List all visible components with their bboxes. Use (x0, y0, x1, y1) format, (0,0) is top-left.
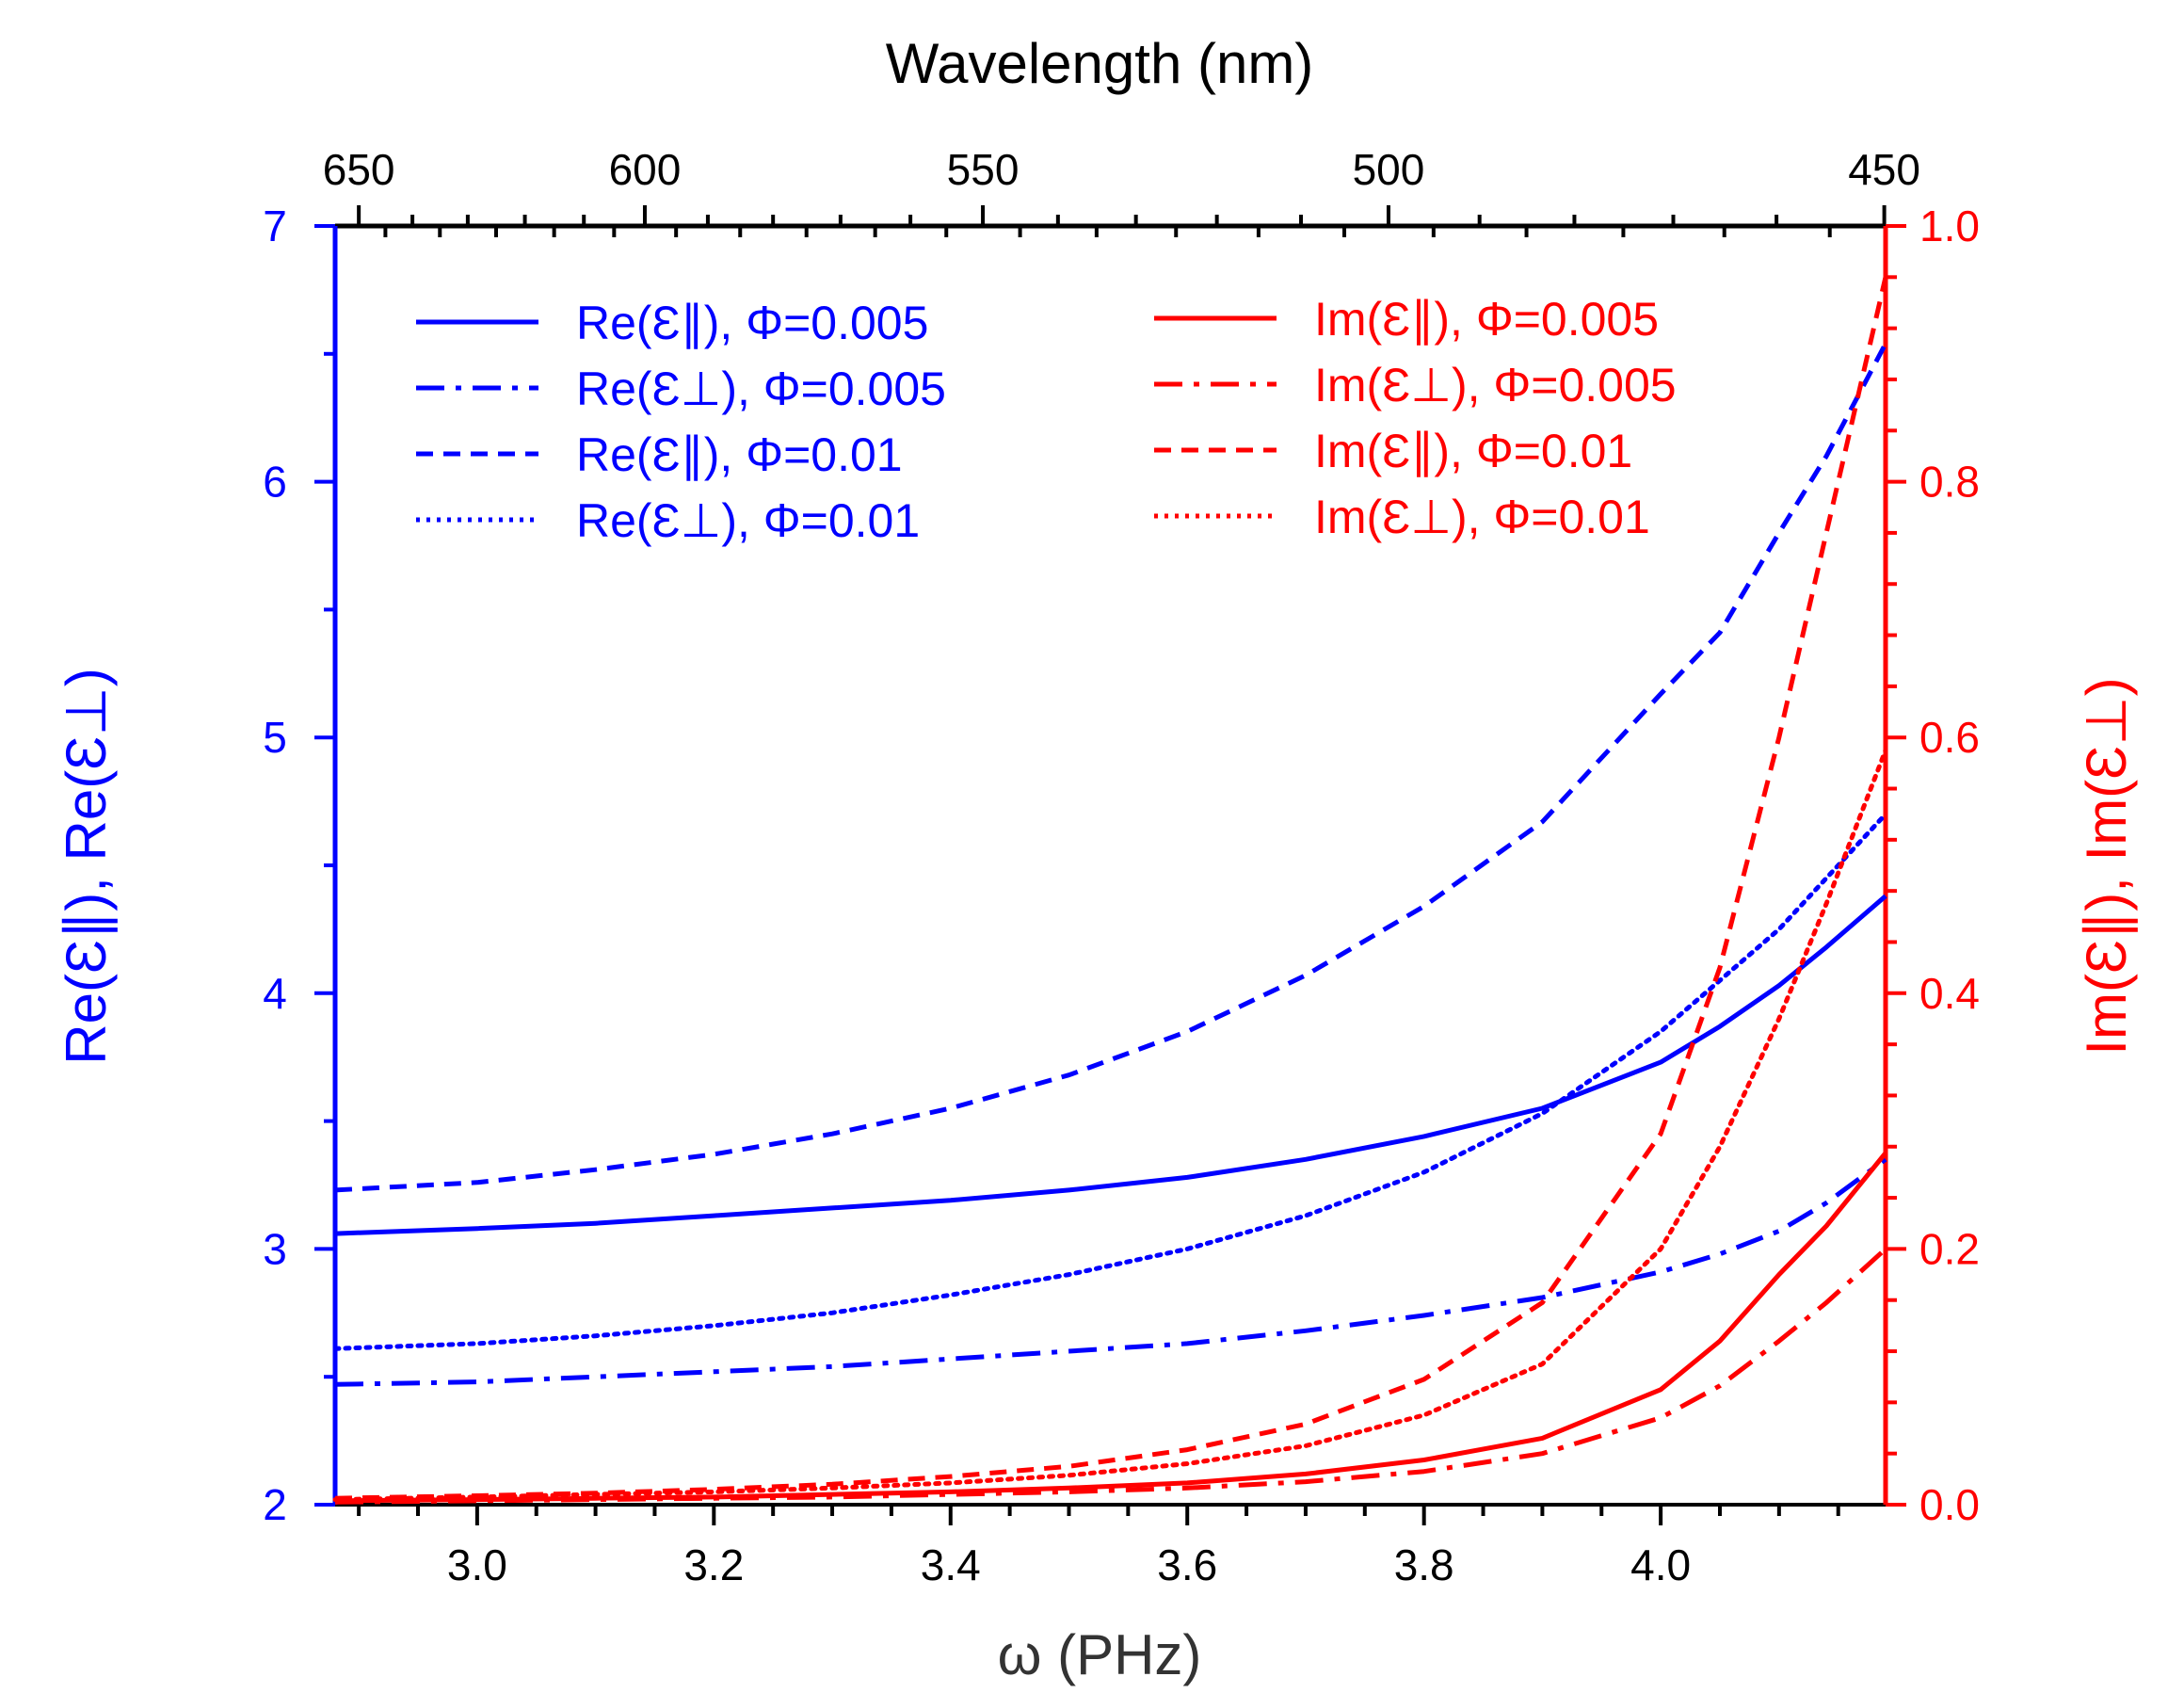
x-top-axis-title: Wavelength (nm) (886, 32, 1314, 95)
x-top-tick-label: 600 (609, 145, 682, 194)
legend-right-label: Im(Ɛ∥), Φ=0.005 (1314, 293, 1659, 346)
series-line-8 (332, 748, 1888, 1503)
y-left-tick-label: 2 (263, 1480, 287, 1529)
x-tick-label: 3.0 (447, 1540, 507, 1589)
y-left-axis-title: Re(Ɛ∥), Re(Ɛ⊥) (55, 668, 118, 1064)
y-left-tick-label: 3 (263, 1224, 287, 1273)
y-right-tick-label: 0.0 (1919, 1480, 1980, 1529)
legend-right-label: Im(Ɛ⊥), Φ=0.01 (1314, 491, 1650, 543)
y-right-tick-label: 1.0 (1919, 202, 1980, 250)
y-left-tick-label: 7 (263, 202, 287, 250)
y-left-tick-label: 4 (263, 969, 287, 1018)
x-top-tick-label: 500 (1353, 145, 1425, 194)
x-tick-label: 4.0 (1630, 1540, 1691, 1589)
x-top-tick-label: 650 (323, 145, 395, 194)
y-left-tick-label: 6 (263, 458, 287, 507)
series-line-4 (332, 812, 1888, 1351)
legend-left-label: Re(Ɛ⊥), Φ=0.01 (576, 494, 920, 547)
legend-right-label: Im(Ɛ⊥), Φ=0.005 (1314, 359, 1677, 411)
legend: Re(Ɛ∥), Φ=0.005 Re(Ɛ⊥), Φ=0.005 Re(Ɛ∥), Φ=… (416, 293, 1677, 547)
x-top-tick-label: 550 (947, 145, 1020, 194)
x-axis-title: ω (PHz) (998, 1623, 1202, 1686)
legend-left-label: Re(Ɛ∥), Φ=0.005 (576, 297, 928, 349)
series-line-1 (334, 894, 1887, 1236)
legend-left-label: Re(Ɛ∥), Φ=0.01 (576, 428, 903, 481)
x-tick-label: 3.8 (1394, 1540, 1454, 1589)
tick-marks (314, 205, 1906, 1525)
x-tick-label: 3.6 (1157, 1540, 1217, 1589)
series-line-7 (334, 276, 1888, 1501)
tick-labels: 3.0 3.2 3.4 3.6 3.8 4.0 650 600 550 500 450 2 3 4 5 6 7 0… (263, 145, 1980, 1589)
y-right-tick-label: 0.6 (1919, 713, 1980, 762)
y-left-tick-label: 5 (263, 713, 287, 762)
series-line-3 (334, 342, 1888, 1193)
series-line-5 (334, 1151, 1887, 1504)
y-right-tick-label: 0.2 (1919, 1224, 1980, 1273)
series-line-6 (334, 1247, 1887, 1505)
legend-right-label: Im(Ɛ∥), Φ=0.01 (1314, 425, 1632, 477)
y-right-tick-label: 0.8 (1919, 458, 1980, 507)
x-tick-label: 3.4 (921, 1540, 981, 1589)
y-right-axis-title: Im(Ɛ∥), Im(Ɛ⊥) (2075, 677, 2138, 1055)
x-tick-label: 3.2 (683, 1540, 744, 1589)
series-line-2 (334, 1157, 1887, 1387)
x-top-tick-label: 450 (1848, 145, 1920, 194)
y-right-tick-label: 0.4 (1919, 969, 1980, 1018)
curves (332, 276, 1888, 1505)
legend-left-label: Re(Ɛ⊥), Φ=0.005 (576, 363, 946, 415)
